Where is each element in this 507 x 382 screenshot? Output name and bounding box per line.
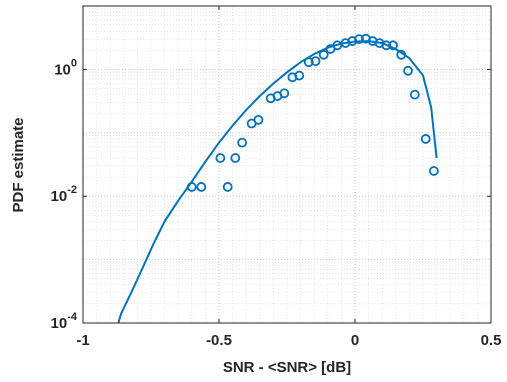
data-point-marker	[428, 166, 439, 176]
marker-layer	[186, 33, 439, 192]
data-point-marker	[388, 40, 398, 51]
plot-background	[83, 6, 491, 323]
fit-line-layer	[117, 40, 438, 324]
x-tick-label: -1	[76, 332, 89, 349]
y-tick-label: 10-4	[51, 311, 78, 332]
y-ticks: 10-4 10-2 100	[51, 57, 491, 332]
plot-frame	[82, 5, 492, 324]
x-tick-label: 0.5	[481, 332, 502, 349]
data-point-marker	[279, 88, 290, 99]
x-tick-label: -0.5	[206, 332, 232, 349]
data-point-marker	[420, 134, 431, 144]
x-tick-label: 0	[351, 332, 359, 349]
x-axis-label: SNR - <SNR> [dB]	[223, 359, 351, 376]
data-point-marker	[186, 182, 197, 192]
y-tick-label: 10-2	[51, 184, 77, 205]
data-point-marker	[196, 182, 207, 192]
fit-line	[117, 40, 438, 324]
data-point-marker	[381, 40, 392, 51]
data-point-marker	[396, 49, 407, 60]
grid	[82, 5, 492, 324]
y-axis-label: PDF estimate	[10, 117, 27, 212]
x-ticks: -1 -0.5 0 0.5	[76, 6, 501, 349]
data-point-marker	[318, 49, 329, 60]
data-point-marker	[354, 34, 364, 45]
data-point-marker	[409, 89, 420, 100]
data-point-marker	[403, 65, 413, 76]
data-point-marker	[215, 153, 226, 163]
data-point-marker	[230, 153, 241, 163]
data-point-marker	[222, 182, 233, 192]
data-point-marker	[294, 70, 305, 81]
data-point-marker	[237, 137, 248, 148]
y-tick-label: 100	[54, 57, 77, 78]
data-point-marker	[253, 114, 264, 125]
data-point-marker	[303, 57, 314, 68]
data-point-marker	[310, 56, 321, 67]
